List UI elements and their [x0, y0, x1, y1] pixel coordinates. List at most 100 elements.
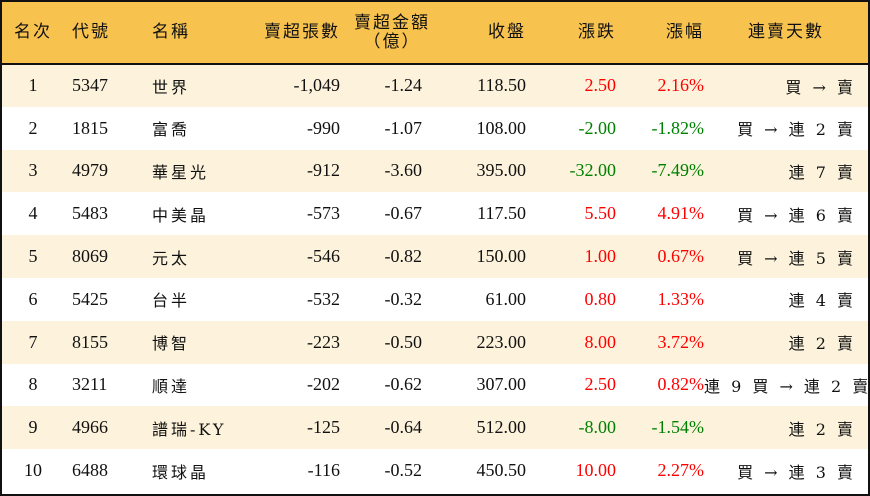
cell-close: 118.50	[477, 75, 526, 96]
table-row: 7 8155 博智 -223 -0.50 223.00 8.00 3.72% 連…	[2, 320, 868, 364]
cell-change-pct: 4.91%	[657, 203, 705, 224]
cell-name: 譜瑞-KY	[152, 419, 227, 439]
cell-change: 2.50	[584, 374, 617, 395]
cell-close: 117.50	[477, 203, 526, 224]
cell-rank: 3	[28, 160, 38, 181]
cell-code: 8069	[72, 246, 108, 267]
cell-net-sell-volume: -223	[307, 331, 340, 352]
cell-change-pct: -1.82%	[651, 117, 705, 138]
cell-net-sell-amount: -1.24	[384, 75, 423, 96]
cell-close: 395.00	[476, 160, 527, 181]
table-row: 3 4979 華星光 -912 -3.60 395.00 -32.00 -7.4…	[2, 149, 868, 193]
cell-code: 5347	[72, 75, 108, 96]
header-net-sell-amount: 賣超金額 （億）	[346, 2, 438, 65]
cell-change: 8.00	[584, 331, 617, 352]
cell-rank: 4	[28, 203, 38, 224]
cell-code: 1815	[72, 117, 108, 138]
cell-change-pct: 3.72%	[657, 331, 705, 352]
cell-name: 富喬	[152, 120, 191, 140]
cell-net-sell-volume: -532	[307, 288, 340, 309]
cell-change-pct: 0.67%	[657, 246, 705, 267]
cell-close: 450.50	[476, 460, 527, 481]
cell-change: -2.00	[578, 117, 617, 138]
cell-change-pct: 1.33%	[657, 288, 705, 309]
cell-change-pct: -7.49%	[651, 160, 705, 181]
cell-name: 環球晶	[152, 462, 210, 482]
cell-net-sell-amount: -0.32	[384, 288, 423, 309]
cell-streak: 買 → 連 3 賣	[737, 462, 856, 482]
cell-net-sell-amount: -0.62	[384, 374, 423, 395]
cell-change: 5.50	[584, 203, 617, 224]
cell-change: 0.80	[584, 288, 617, 309]
cell-rank: 10	[24, 460, 42, 481]
header-code: 代號	[64, 2, 144, 65]
cell-name: 世界	[152, 77, 191, 97]
cell-streak: 買 → 連 6 賣	[737, 205, 856, 225]
cell-streak: 連 9 買 → 連 2 賣	[704, 376, 870, 396]
cell-rank: 1	[28, 75, 38, 96]
header-net-sell-amount-line2: （億）	[363, 31, 421, 52]
cell-net-sell-amount: -3.60	[384, 160, 423, 181]
cell-net-sell-volume: -573	[307, 203, 340, 224]
cell-rank: 2	[28, 117, 38, 138]
cell-code: 3211	[72, 374, 108, 395]
cell-name: 台半	[152, 291, 191, 311]
cell-code: 5425	[72, 288, 108, 309]
cell-net-sell-volume: -202	[307, 374, 340, 395]
cell-name: 華星光	[152, 162, 210, 182]
header-streak: 連賣天數	[704, 2, 868, 65]
cell-change: 1.00	[584, 246, 617, 267]
cell-net-sell-volume: -125	[307, 417, 340, 438]
cell-change-pct: -1.54%	[651, 417, 705, 438]
header-change-pct: 漲幅	[616, 2, 704, 65]
cell-net-sell-volume: -912	[307, 160, 340, 181]
cell-net-sell-volume: -546	[307, 246, 340, 267]
cell-close: 61.00	[485, 288, 527, 309]
cell-streak: 連 7 賣	[788, 162, 856, 182]
cell-code: 4966	[72, 417, 108, 438]
table-row: 10 6488 環球晶 -116 -0.52 450.50 10.00 2.27…	[2, 449, 868, 492]
cell-net-sell-volume: -1,049	[293, 75, 341, 96]
cell-code: 5483	[72, 203, 108, 224]
cell-change-pct: 0.82%	[657, 374, 705, 395]
cell-name: 博智	[152, 334, 191, 354]
cell-streak: 連 2 賣	[788, 419, 856, 439]
cell-streak: 買 → 賣	[785, 77, 856, 97]
header-change: 漲跌	[528, 2, 616, 65]
table-row: 8 3211 順達 -202 -0.62 307.00 2.50 0.82% 連…	[2, 363, 870, 407]
header-rank: 名次	[2, 2, 64, 65]
cell-net-sell-amount: -0.52	[384, 460, 423, 481]
table-row: 6 5425 台半 -532 -0.32 61.00 0.80 1.33% 連 …	[2, 277, 868, 321]
table-row: 9 4966 譜瑞-KY -125 -0.64 512.00 -8.00 -1.…	[2, 406, 868, 450]
cell-close: 108.00	[476, 117, 527, 138]
cell-code: 6488	[72, 460, 108, 481]
cell-close: 150.00	[476, 246, 527, 267]
cell-change-pct: 2.27%	[657, 460, 705, 481]
table-row: 1 5347 世界 -1,049 -1.24 118.50 2.50 2.16%…	[2, 64, 868, 107]
cell-code: 8155	[72, 331, 108, 352]
cell-rank: 6	[28, 288, 38, 309]
table-row: 2 1815 富喬 -990 -1.07 108.00 -2.00 -1.82%…	[2, 106, 868, 150]
header-name: 名稱	[144, 2, 250, 65]
cell-close: 223.00	[476, 331, 527, 352]
header-net-sell-amount-line1: 賣超金額	[354, 12, 430, 33]
cell-close: 512.00	[476, 417, 527, 438]
cell-code: 4979	[72, 160, 108, 181]
cell-net-sell-amount: -0.64	[384, 417, 423, 438]
cell-rank: 9	[28, 417, 38, 438]
cell-streak: 連 2 賣	[788, 334, 856, 354]
cell-net-sell-amount: -0.67	[384, 203, 423, 224]
cell-net-sell-amount: -0.50	[384, 331, 423, 352]
cell-change-pct: 2.16%	[657, 75, 705, 96]
header-net-sell-volume: 賣超張數	[250, 2, 346, 65]
cell-change: -32.00	[569, 160, 617, 181]
cell-net-sell-volume: -116	[307, 460, 340, 481]
cell-net-sell-volume: -990	[307, 117, 340, 138]
cell-rank: 7	[28, 331, 38, 352]
cell-change: 2.50	[584, 75, 617, 96]
cell-change: -8.00	[578, 417, 617, 438]
table-row: 4 5483 中美晶 -573 -0.67 117.50 5.50 4.91% …	[2, 192, 868, 236]
cell-name: 元太	[152, 248, 191, 268]
